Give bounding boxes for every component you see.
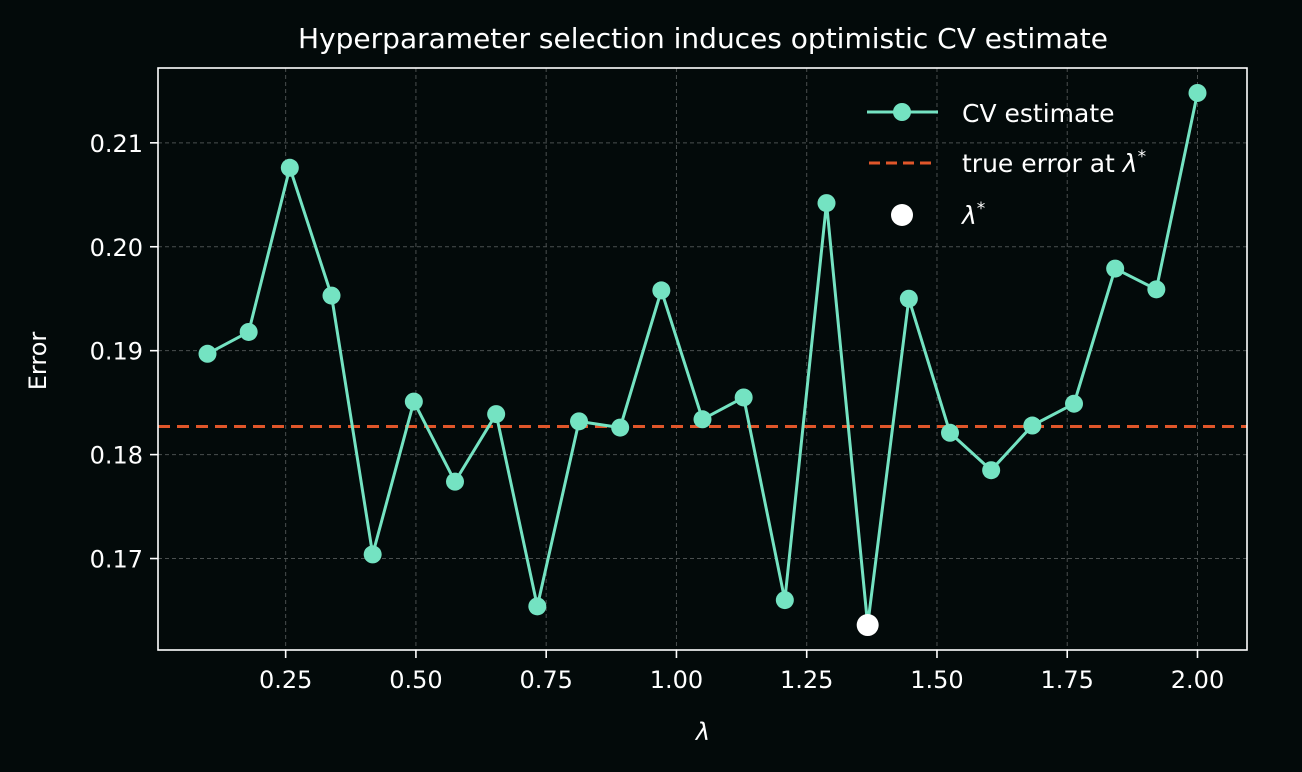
x-tick-label: 0.25	[259, 666, 312, 694]
x-axis-label: λ	[694, 718, 710, 746]
cv-data-point	[1023, 416, 1042, 435]
lambda-star-marker	[856, 614, 879, 637]
cv-data-point	[322, 286, 341, 305]
x-tick-label: 1.00	[650, 666, 703, 694]
legend-dot-icon	[891, 204, 913, 226]
cv-data-point	[734, 388, 753, 407]
y-tick-label: 0.19	[90, 338, 143, 366]
chart-title: Hyperparameter selection induces optimis…	[298, 22, 1108, 55]
legend-label-lambda-star: λ*	[960, 199, 985, 230]
cv-data-point	[693, 410, 712, 429]
cv-data-point	[1065, 394, 1084, 413]
cv-data-point	[982, 461, 1001, 480]
cv-data-point	[239, 322, 258, 341]
legend-label-true-error: true error at λ*	[962, 147, 1146, 178]
cv-data-point	[198, 344, 217, 363]
cv-data-point	[775, 591, 794, 610]
x-tick-label: 2.00	[1171, 666, 1224, 694]
x-tick-label: 1.50	[910, 666, 963, 694]
cv-data-point	[528, 597, 547, 616]
cv-data-point	[1147, 280, 1166, 299]
cv-data-point	[1188, 83, 1207, 102]
cv-data-point	[611, 418, 630, 437]
cv-data-point	[899, 289, 918, 308]
x-tick-label: 0.50	[389, 666, 442, 694]
cv-data-point	[941, 423, 959, 442]
legend-item-cv-estimate: CV estimate	[867, 99, 1115, 128]
legend-item-true-error: true error at λ*	[869, 147, 1146, 178]
y-axis-label: Error	[24, 332, 52, 391]
grid-lines	[158, 68, 1247, 650]
axis-ticks: 0.25 0.50 0.75 1.00 1.25 1.50 1.75 2.00 0.17 0.18…	[90, 130, 1225, 694]
cv-data-point	[817, 194, 836, 213]
cv-data-point	[363, 545, 382, 564]
legend: CV estimate true error at λ* λ*	[867, 99, 1146, 230]
cv-data-point	[280, 158, 299, 177]
y-tick-label: 0.17	[90, 546, 143, 574]
cv-data-point	[487, 405, 506, 424]
y-tick-label: 0.20	[90, 234, 143, 262]
plot-series	[158, 83, 1247, 637]
legend-label-cv: CV estimate	[962, 99, 1115, 128]
legend-item-lambda-star: λ*	[891, 199, 985, 230]
x-tick-label: 1.25	[780, 666, 833, 694]
cv-data-point	[446, 472, 464, 491]
axes-frame	[157, 67, 1248, 651]
x-tick-label: 1.75	[1041, 666, 1094, 694]
cv-data-point	[570, 412, 589, 431]
legend-marker-icon	[893, 103, 911, 121]
y-tick-label: 0.18	[90, 442, 143, 470]
cv-data-point	[652, 281, 671, 300]
cv-data-point	[1106, 259, 1125, 278]
x-tick-label: 0.75	[519, 666, 572, 694]
y-tick-label: 0.21	[90, 130, 143, 158]
cv-data-point	[404, 392, 423, 411]
